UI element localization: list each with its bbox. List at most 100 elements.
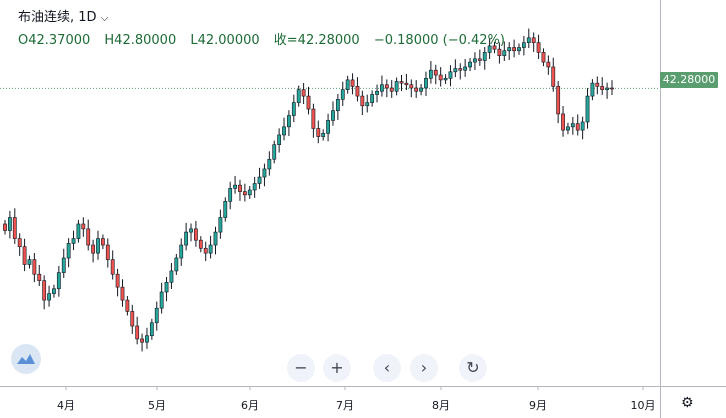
candle-up — [291, 102, 296, 116]
reset-chart-button[interactable]: ↻ — [459, 354, 487, 382]
candle-down — [384, 84, 389, 89]
candle-up — [507, 47, 512, 52]
candle-up — [247, 189, 252, 196]
tradingview-logo-icon[interactable] — [11, 344, 41, 374]
candle-down — [541, 52, 546, 63]
candle-down — [32, 259, 37, 275]
scroll-left-button[interactable]: ‹ — [373, 354, 401, 382]
candle-down — [194, 228, 198, 241]
close-value: 收=42.28000 — [273, 33, 360, 48]
candle-up — [335, 99, 340, 111]
candle-up — [521, 42, 526, 48]
candle-up — [169, 270, 174, 283]
x-tick-label: 8月 — [432, 399, 450, 412]
candle-down — [404, 82, 409, 86]
open-value: O42.37000 — [18, 33, 91, 48]
candle-down — [91, 244, 96, 254]
candle-up — [580, 121, 585, 131]
candle-up — [443, 77, 448, 81]
symbol-name: 布油连续 — [18, 10, 71, 25]
candle-up — [365, 102, 370, 107]
candle-up — [340, 89, 345, 100]
candle-up — [585, 95, 590, 123]
candle-down — [238, 184, 242, 192]
candle-up — [61, 257, 66, 273]
candle-up — [428, 69, 433, 79]
candle-up — [149, 322, 154, 337]
candle-down — [130, 311, 135, 327]
candle-down — [301, 89, 306, 97]
candle-down — [198, 239, 203, 249]
candle-down — [203, 247, 208, 254]
candle-up — [208, 244, 213, 254]
candle-up — [252, 183, 257, 191]
candle-up — [566, 126, 570, 131]
candle-down — [125, 299, 130, 312]
candle-down — [360, 95, 365, 107]
candle-down — [399, 81, 404, 84]
candle-up — [570, 123, 575, 128]
reset-icon: ↻ — [466, 358, 480, 377]
candle-up — [517, 47, 521, 52]
candle-down — [414, 87, 419, 92]
candle-up — [282, 126, 286, 136]
candle-up — [233, 184, 237, 189]
candle-down — [610, 87, 614, 90]
candle-up — [370, 94, 375, 103]
candle-up — [419, 87, 423, 92]
candle-up — [468, 61, 472, 68]
candle-up — [463, 66, 468, 71]
candle-down — [81, 223, 86, 230]
candle-down — [458, 68, 463, 71]
zoom-in-button[interactable]: + — [323, 354, 351, 382]
candle-up — [473, 58, 477, 63]
candle-up — [7, 217, 12, 231]
interval-label: 1D — [78, 10, 97, 25]
candle-up — [56, 272, 61, 290]
zoom-out-button[interactable]: − — [287, 354, 315, 382]
x-tick-label: 6月 — [241, 399, 259, 412]
candle-down — [110, 259, 115, 275]
chevron-down-icon[interactable]: ⌵ — [100, 13, 109, 24]
candle-up — [321, 133, 326, 137]
candle-up — [96, 238, 100, 254]
candle-down — [86, 228, 91, 246]
candle-up — [448, 71, 453, 79]
candle-down — [17, 238, 22, 247]
candle-down — [433, 69, 438, 76]
gear-icon[interactable]: ⚙ — [681, 395, 694, 411]
candle-up — [145, 335, 149, 343]
candle-down — [12, 217, 17, 239]
candle-down — [551, 66, 556, 87]
candle-down — [389, 87, 394, 92]
candle-up — [228, 188, 233, 202]
candle-down — [306, 95, 311, 110]
minus-icon: − — [294, 358, 308, 377]
x-tick-label: 4月 — [57, 399, 75, 412]
candle-down — [595, 82, 600, 87]
candle-down — [105, 244, 110, 260]
candle-up — [526, 37, 531, 43]
candle-up — [394, 81, 399, 92]
legend-title[interactable]: 布油连续, 1D ⌵ — [18, 10, 109, 25]
candle-up — [487, 45, 492, 53]
ohlc-legend: O42.37000 H42.80000 L42.00000 收=42.28000… — [18, 29, 515, 48]
candle-up — [287, 115, 291, 128]
candle-up — [218, 217, 223, 233]
candle-down — [101, 238, 105, 246]
candle-up — [66, 243, 71, 259]
candle-up — [47, 293, 51, 301]
candle-up — [345, 79, 350, 90]
candle-down — [311, 108, 316, 129]
candle-down — [561, 113, 565, 131]
candle-up — [590, 82, 595, 97]
candle-down — [350, 79, 355, 87]
scroll-right-button[interactable]: › — [410, 354, 438, 382]
candle-up — [375, 90, 379, 95]
candle-down — [600, 86, 605, 90]
candle-down — [477, 58, 482, 61]
candle-up — [331, 110, 335, 121]
candle-down — [409, 84, 414, 89]
candle-up — [257, 176, 262, 184]
